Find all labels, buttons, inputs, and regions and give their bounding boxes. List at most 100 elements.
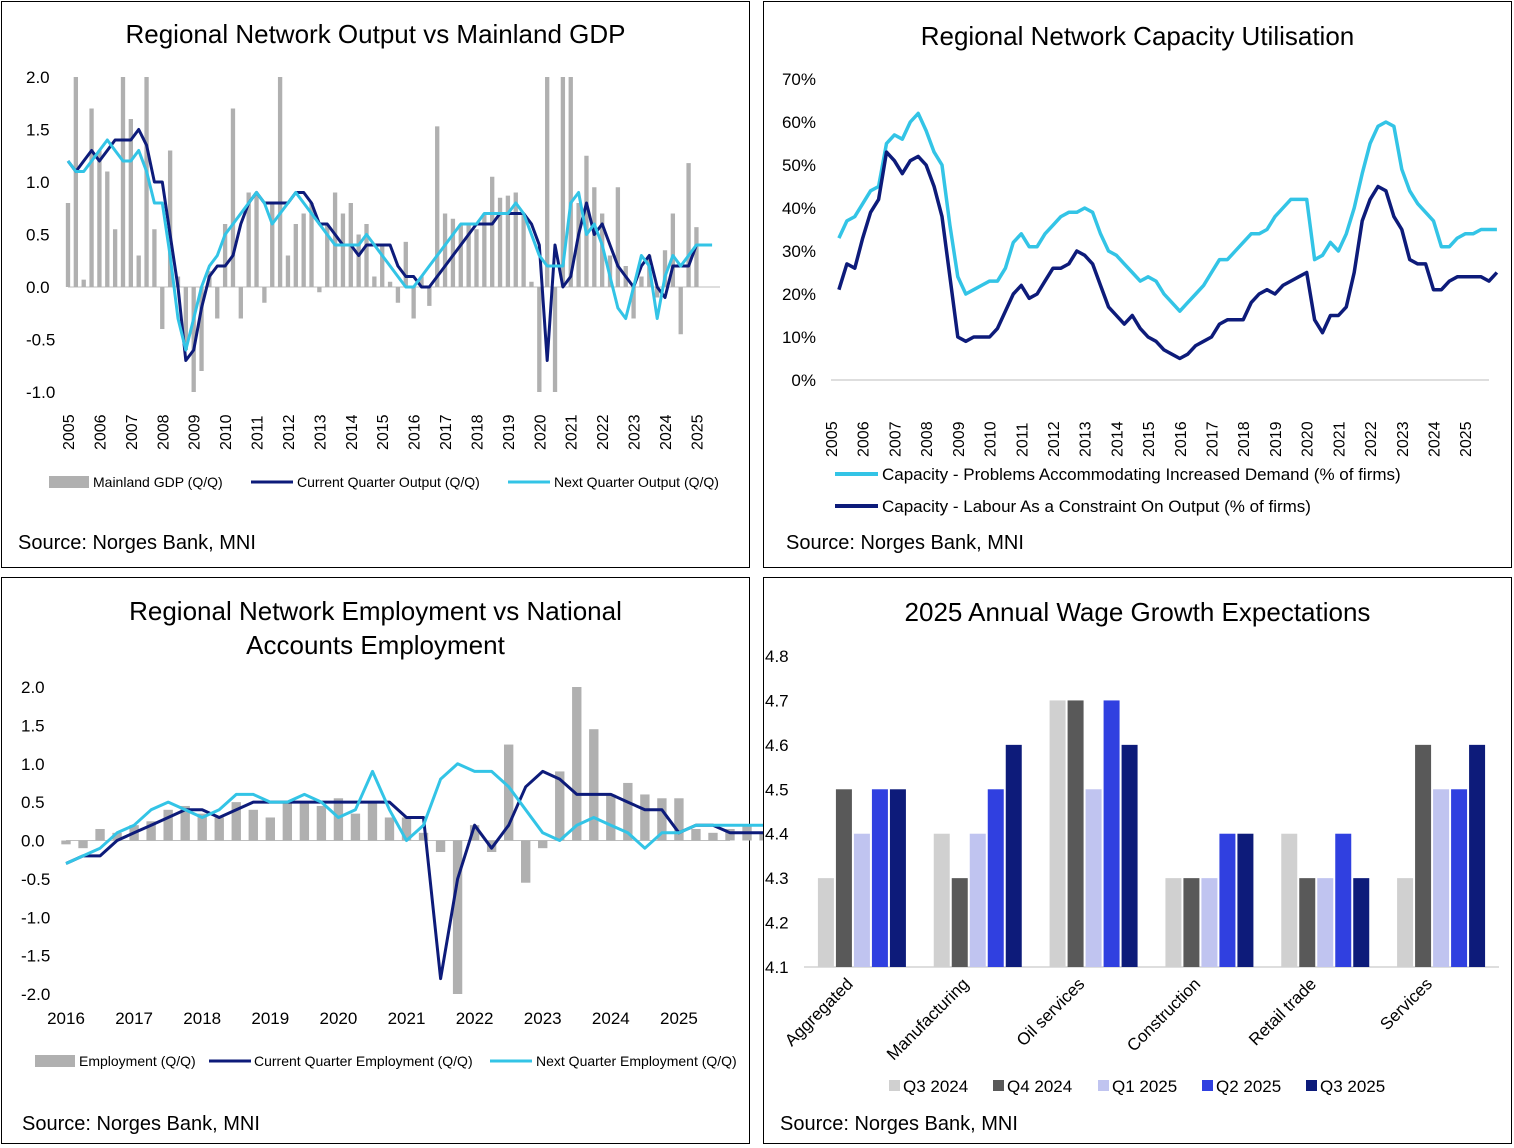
source-note: Source: Norges Bank, MNI: [22, 1113, 260, 1135]
gdp-bar: [380, 245, 385, 287]
wage-bar: [871, 789, 888, 967]
wage-bar: [835, 789, 852, 967]
x-tick-label: 2014: [1109, 421, 1126, 457]
gdp-bar: [686, 163, 691, 287]
y-tick-label: -1.0: [21, 908, 50, 927]
category-label: Services: [1376, 974, 1436, 1034]
x-tick-label: 2021: [564, 414, 581, 450]
x-tick-label: 2017: [115, 1009, 153, 1028]
gdp-bar: [89, 108, 94, 287]
x-tick-label: 2018: [183, 1009, 221, 1028]
gdp-bar: [678, 287, 683, 335]
gdp-bar: [215, 287, 220, 319]
wage-bar: [1165, 878, 1182, 967]
gdp-bar: [293, 224, 298, 287]
gdp-bar: [662, 250, 668, 287]
y-tick-label: -1.5: [21, 947, 50, 966]
wage-bar: [1469, 744, 1486, 967]
wage-bar: [1049, 700, 1066, 967]
gdp-bar: [222, 224, 228, 287]
y-tick-label: 20%: [782, 285, 816, 304]
source-note: Source: Norges Bank, MNI: [780, 1113, 1018, 1135]
gdp-bar: [152, 229, 157, 287]
legend-label: Current Quarter Employment (Q/Q): [254, 1053, 473, 1069]
x-tick-label: 2017: [438, 414, 455, 450]
legend-label: Q1 2025: [1112, 1077, 1177, 1096]
gdp-bar: [631, 287, 636, 319]
series-line-1: [837, 150, 1499, 361]
wage-bar: [1335, 833, 1352, 967]
y-tick-label: 0.0: [26, 278, 50, 297]
gdp-bar: [262, 287, 267, 303]
gdp-bar: [469, 825, 480, 841]
series-line-1: [65, 769, 867, 981]
y-tick-label: 60%: [782, 113, 816, 132]
gdp-bar: [214, 817, 224, 841]
gdp-bar: [230, 108, 236, 287]
wage-bar: [969, 833, 986, 967]
wage-bar: [1451, 789, 1468, 967]
gdp-bar: [350, 813, 361, 841]
y-tick-label: 0.0: [21, 832, 45, 851]
y-tick-label: 4.2: [765, 914, 789, 933]
gdp-bar: [81, 279, 86, 287]
gdp-bar: [606, 794, 616, 841]
gdp-bar: [167, 150, 173, 287]
legend-label: Current Quarter Output (Q/Q): [297, 474, 480, 490]
x-tick-label: 2005: [824, 421, 841, 457]
gdp-bar: [452, 840, 463, 994]
y-tick-label: 70%: [782, 70, 816, 89]
x-tick-label: 2016: [407, 414, 424, 450]
gdp-bar: [584, 155, 589, 287]
y-tick-label: 4.8: [765, 647, 789, 666]
gdp-bar: [497, 197, 503, 287]
gdp-bar: [65, 203, 71, 287]
x-tick-label: 2009: [951, 421, 968, 457]
gdp-bar: [277, 77, 283, 287]
series-line-2: [65, 762, 816, 865]
x-tick-label: 2016: [1173, 421, 1190, 457]
gdp-bar: [505, 195, 511, 287]
x-tick-label: 2018: [1236, 421, 1253, 457]
chart-title: Regional Network Capacity Utilisation: [920, 21, 1355, 51]
gdp-bar: [395, 287, 401, 303]
y-tick-label: 10%: [782, 328, 816, 347]
wage-bar: [1219, 833, 1236, 967]
gdp-bar: [384, 817, 395, 841]
gdp-bar: [248, 809, 258, 841]
gdp-bar: [95, 828, 105, 841]
y-tick-label: 0%: [791, 371, 816, 390]
legend-label: Q2 2025: [1216, 1077, 1281, 1096]
series-line-0: [837, 111, 1497, 313]
wage-bar: [1281, 833, 1298, 967]
gdp-bar: [372, 276, 377, 287]
legend-swatch: [1202, 1080, 1213, 1091]
gdp-bar: [265, 817, 275, 841]
x-tick-label: 2013: [312, 414, 329, 450]
gdp-bar: [674, 798, 684, 841]
gdp-bar: [670, 213, 676, 287]
gdp-bar: [197, 813, 207, 841]
chart-title: Regional Network Output vs Mainland GDP: [125, 19, 626, 49]
legend-swatch-gdp: [49, 476, 89, 488]
x-tick-label: 2025: [1458, 421, 1475, 457]
x-tick-label: 2014: [344, 414, 361, 450]
gdp-bar: [282, 802, 293, 841]
gdp-bar: [537, 287, 542, 392]
wage-bar: [1237, 833, 1254, 967]
gdp-bar: [490, 176, 495, 287]
legend-label: Next Quarter Output (Q/Q): [554, 474, 719, 490]
legend-label: Capacity - Labour As a Constraint On Out…: [882, 497, 1311, 516]
wage-bar: [1085, 789, 1102, 967]
x-tick-label: 2016: [47, 1009, 85, 1028]
legend-label: Employment (Q/Q): [79, 1053, 196, 1069]
chart-title: 2025 Annual Wage Growth Expectations: [904, 597, 1371, 627]
gdp-bar: [254, 192, 259, 287]
wage-bar: [1317, 878, 1334, 967]
x-tick-label: 2023: [524, 1009, 562, 1028]
gdp-bar: [482, 213, 487, 287]
gdp-bar: [513, 192, 518, 287]
y-tick-label: 2.0: [26, 68, 50, 87]
gdp-bar: [418, 832, 429, 841]
